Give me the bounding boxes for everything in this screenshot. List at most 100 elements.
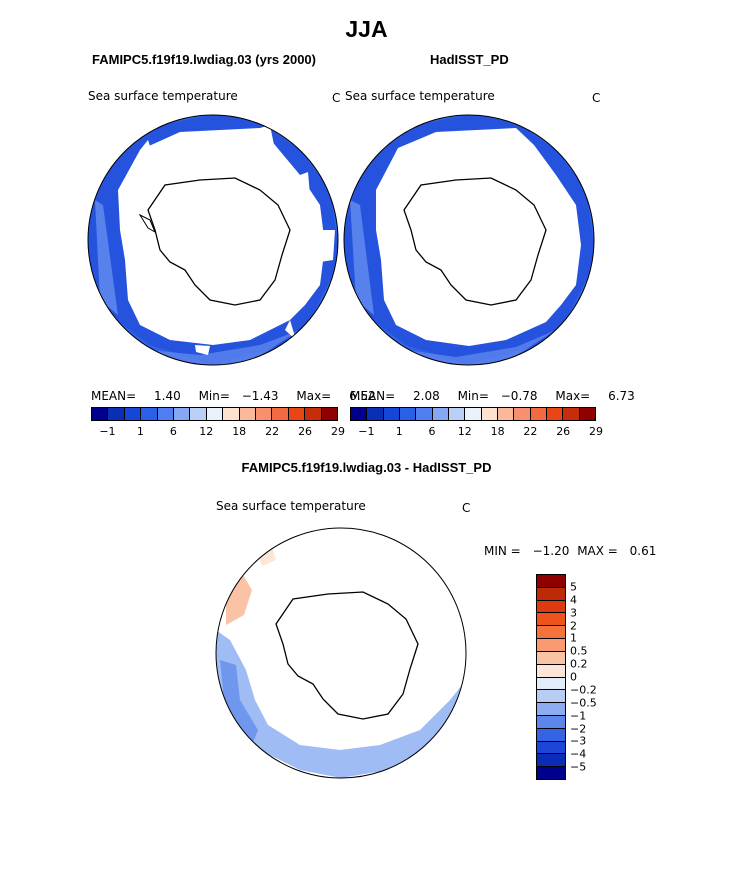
obs-stats: MEAN= 2.08 Min= −0.78 Max= 6.73 [350,389,635,403]
obs-colorbar-tick-label: 22 [523,425,538,438]
obs-max-label: Max= [555,389,591,403]
diff-colorbar-swatch [537,664,565,678]
model-colorbar-swatch [239,408,257,420]
obs-units-label: C [592,91,601,105]
model-colorbar-swatch [223,408,240,420]
model-max-value: 6.52 [349,389,376,403]
diff-colorbar-swatch [537,575,565,588]
diff-max-value: 0.61 [629,544,657,558]
diff-colorbar-tick-label: 3 [570,606,577,620]
diff-colorbar-labels: 5 4 3 2 1 0.5 0.2 0 −0.2 −0.5 −1 −2 −3 −4 −5 [570,574,630,780]
diff-colorbar-tick-label: −2 [570,722,587,735]
model-colorbar-labels: −1 1 6 12 18 22 26 29 [91,425,345,439]
obs-colorbar-swatch [367,408,384,420]
diff-colorbar-swatch [537,626,565,640]
diff-colorbar-swatch [537,754,565,768]
diff-colorbar-tick-label: −4 [570,747,587,761]
obs-colorbar-swatch [579,408,595,420]
obs-colorbar-swatch [448,408,466,420]
obs-colorbar [350,407,596,421]
obs-variable-label: Sea surface temperature [345,89,495,103]
diff-colorbar-swatch [537,600,565,614]
obs-min-value: −0.78 [500,389,538,403]
diff-panel-title: FAMIPC5.f19f19.lwdiag.03 - HadISST_PD [241,460,492,475]
diff-colorbar-swatch [537,587,565,601]
obs-colorbar-swatch [432,408,449,420]
model-colorbar-swatch [272,408,289,420]
model-colorbar-swatch [305,408,322,420]
model-stats: MEAN= 1.40 Min= −1.43 Max= 6.52 [91,389,376,403]
obs-colorbar-tick-label: 26 [556,425,571,438]
model-colorbar-tick-label: 18 [232,425,247,438]
model-max-label: Max= [296,389,332,403]
diff-colorbar-tick-label: 5 [570,580,577,594]
model-panel-title: FAMIPC5.f19f19.lwdiag.03 (yrs 2000) [92,52,316,67]
obs-colorbar-swatch [416,408,433,420]
model-colorbar-swatch [141,408,158,420]
diff-colorbar-swatch [537,639,565,652]
obs-colorbar-swatch [514,408,531,420]
diff-colorbar-swatch [537,651,565,665]
diff-colorbar-swatch [537,703,565,716]
model-variable-label: Sea surface temperature [88,89,238,103]
obs-colorbar-swatch [546,408,564,420]
model-colorbar-tick-label: 12 [199,425,214,438]
diff-colorbar-tick-label: 0 [570,670,577,684]
diff-colorbar-tick-label: −0.5 [570,696,597,710]
diff-stats: MIN = −1.20 MAX = 0.61 [484,544,656,558]
diff-colorbar-tick-label: −0.2 [570,683,597,697]
model-colorbar-swatch [157,408,175,420]
diff-colorbar-tick-label: 1 [570,631,577,645]
obs-mean-value: 2.08 [413,389,440,403]
diff-colorbar [536,574,566,780]
model-mean-label: MEAN= [91,389,137,403]
model-colorbar-tick-label: 29 [331,425,345,438]
obs-mean-label: MEAN= [350,389,396,403]
obs-colorbar-swatch [399,408,417,420]
model-colorbar [91,407,338,421]
diff-colorbar-tick-label: 4 [570,593,577,607]
model-colorbar-swatch [174,408,191,420]
obs-colorbar-tick-label: 18 [490,425,505,438]
obs-colorbar-tick-label: 6 [428,425,436,438]
obs-colorbar-labels: −1 1 6 12 18 22 26 29 [350,425,603,439]
obs-colorbar-tick-label: 29 [589,425,603,438]
obs-colorbar-swatch [465,408,482,420]
obs-colorbar-swatch [497,408,515,420]
diff-colorbar-tick-label: −5 [570,760,587,774]
main-title: JJA [345,16,388,42]
model-colorbar-tick-label: 22 [265,425,280,438]
model-colorbar-tick-label: 1 [136,425,144,438]
diff-colorbar-swatch [537,767,565,779]
diff-colorbar-swatch [537,613,565,627]
model-min-label: Min= [198,389,230,403]
obs-colorbar-tick-label: 1 [395,425,403,438]
diff-colorbar-swatch [537,715,565,729]
obs-colorbar-swatch [351,408,368,420]
diff-units-label: C [462,501,471,515]
diff-colorbar-tick-label: 2 [570,619,577,632]
diff-min-value: −1.20 [532,544,570,558]
model-colorbar-swatch [288,408,306,420]
model-colorbar-swatch [256,408,273,420]
model-colorbar-swatch [190,408,207,420]
diff-variable-label: Sea surface temperature [216,499,366,513]
model-min-value: −1.43 [241,389,279,403]
model-colorbar-tick-label: −1 [99,425,116,438]
obs-min-label: Min= [457,389,489,403]
model-colorbar-swatch [92,408,109,420]
obs-panel-title: HadISST_PD [430,52,509,67]
model-colorbar-swatch [108,408,125,420]
diff-colorbar-tick-label: 0.2 [570,657,588,671]
diff-colorbar-swatch [537,690,565,704]
model-mean-value: 1.40 [154,389,181,403]
model-units-label: C [332,91,341,105]
diff-max-label: MAX = [577,544,618,558]
model-colorbar-tick-label: 26 [298,425,313,438]
diff-colorbar-swatch [537,728,565,742]
obs-max-value: 6.73 [608,389,635,403]
model-colorbar-swatch [321,408,338,420]
model-colorbar-swatch [124,408,142,420]
obs-colorbar-tick-label: 12 [457,425,472,438]
model-colorbar-tick-label: 6 [169,425,177,438]
